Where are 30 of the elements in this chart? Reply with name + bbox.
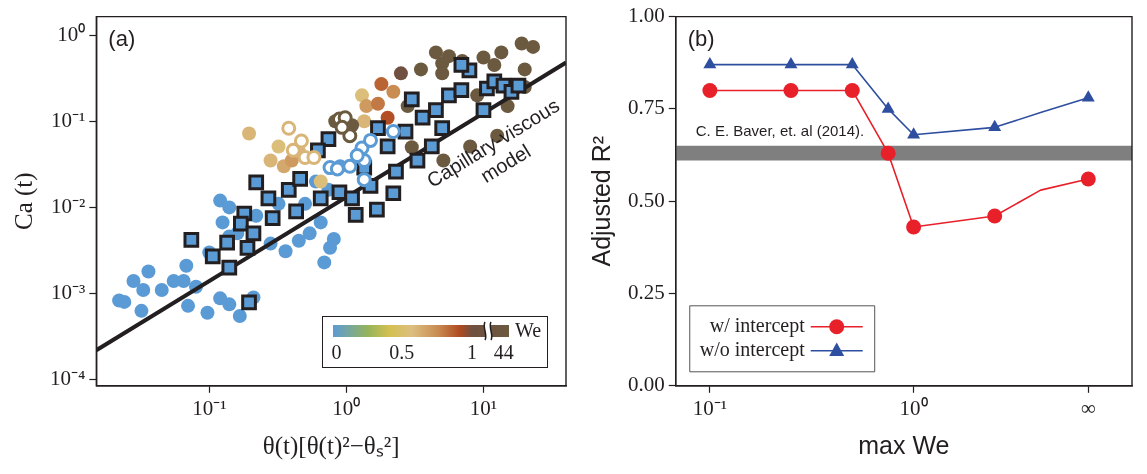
annotation: We — [515, 318, 542, 341]
y-tick-label: 10⁻³ — [51, 280, 86, 305]
legend-label: w/o intercept — [699, 338, 806, 362]
annotation: 0.5 — [389, 340, 415, 363]
annotation: (a) — [108, 25, 136, 51]
y-tick-label: 0.75 — [628, 95, 665, 120]
x-tick-label: 10¹ — [469, 395, 498, 420]
x-axis-title: θ(t)[θ(t)²−θₛ²] — [262, 431, 400, 460]
y-tick-label: 10⁰ — [57, 21, 86, 46]
annotation: (b) — [687, 25, 715, 51]
y-tick-label: 0.00 — [628, 372, 665, 397]
x-tick-label: 10⁻¹ — [192, 395, 227, 420]
annotation: 0 — [331, 340, 342, 363]
x-tick-label: 10⁰ — [332, 395, 361, 420]
y-axis-title: Adjusted R² — [586, 135, 615, 267]
annotation: 44 — [493, 340, 514, 363]
annotation: 1 — [467, 340, 478, 363]
x-tick-label: ∞ — [1080, 395, 1096, 420]
y-tick-label: 0.25 — [628, 280, 665, 305]
y-tick-label: 0.50 — [628, 187, 665, 212]
x-tick-label: 10⁻¹ — [692, 395, 728, 420]
band-label: C. E. Baver, et. al (2014). — [695, 122, 865, 140]
y-tick-label: 1.00 — [628, 3, 665, 28]
y-tick-label: 10⁻¹ — [51, 107, 86, 132]
x-tick-label: 10⁰ — [899, 395, 928, 420]
y-tick-label: 10⁻² — [51, 193, 86, 218]
x-axis-title: max We — [858, 430, 950, 459]
y-tick-label: 10⁻⁴ — [49, 366, 86, 391]
legend-label: w/ intercept — [709, 314, 806, 338]
y-axis-title: Ca (t) — [9, 172, 38, 231]
